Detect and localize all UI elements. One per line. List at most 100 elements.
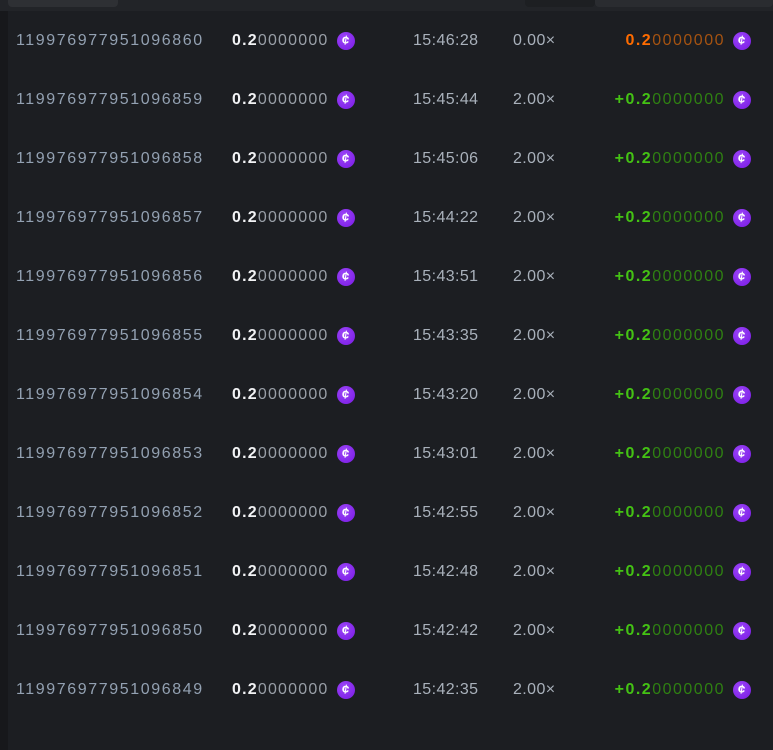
purple-cent-coin-icon: ¢ <box>733 680 751 699</box>
bet-row[interactable]: 119976977951096859 0.2 0000000 ¢ 15:45:44… <box>8 70 773 129</box>
bet-multiplier: 0.00× <box>513 31 556 49</box>
bet-payout: +0.2 0000000 ¢ <box>597 562 751 581</box>
bet-payout: +0.2 0000000 ¢ <box>597 385 751 404</box>
bet-amount-trailing-zeros: 0000000 <box>257 208 329 226</box>
cent-glyph: ¢ <box>340 445 351 461</box>
bet-id: 119976977951096852 <box>16 503 204 521</box>
bet-payout: +0.2 0000000 ¢ <box>597 208 751 227</box>
bet-payout-significant: +0.2 <box>614 149 653 167</box>
cent-glyph: ¢ <box>737 681 747 697</box>
bet-amount-trailing-zeros: 0000000 <box>257 562 329 580</box>
bet-payout: +0.2 0000000 ¢ <box>597 326 751 345</box>
cent-glyph: ¢ <box>737 150 747 166</box>
bet-multiplier: 2.00× <box>513 385 556 403</box>
bet-payout-significant: +0.2 <box>614 444 653 462</box>
purple-cent-coin-icon: ¢ <box>733 444 751 463</box>
purple-cent-coin-icon: ¢ <box>336 31 355 50</box>
bet-payout-significant: +0.2 <box>614 90 653 108</box>
purple-cent-coin-icon: ¢ <box>336 444 355 463</box>
bet-row[interactable]: 119976977951096860 0.2 0000000 ¢ 15:46:28… <box>8 11 773 70</box>
bet-id: 119976977951096849 <box>16 680 204 698</box>
cent-glyph: ¢ <box>340 386 351 402</box>
cent-glyph: ¢ <box>737 268 747 284</box>
bet-multiplier: 2.00× <box>513 503 556 521</box>
bet-row[interactable]: 119976977951096856 0.2 0000000 ¢ 15:43:51… <box>8 247 773 306</box>
cent-glyph: ¢ <box>340 91 351 107</box>
bet-payout: +0.2 0000000 ¢ <box>597 680 751 699</box>
cropped-header-bar <box>0 0 773 11</box>
bet-payout-trailing-zeros: 0000000 <box>652 562 725 580</box>
bet-payout-trailing-zeros: 0000000 <box>652 208 725 226</box>
purple-cent-coin-icon: ¢ <box>336 90 355 109</box>
purple-cent-coin-icon: ¢ <box>336 149 355 168</box>
bet-row[interactable]: 119976977951096855 0.2 0000000 ¢ 15:43:35… <box>8 306 773 365</box>
cent-glyph: ¢ <box>737 91 747 107</box>
cent-glyph: ¢ <box>340 563 351 579</box>
bet-payout: +0.2 0000000 ¢ <box>597 444 751 463</box>
bet-amount-significant: 0.2 <box>232 385 258 403</box>
bet-payout-trailing-zeros: 0000000 <box>652 326 725 344</box>
bet-amount-significant: 0.2 <box>232 267 258 285</box>
bet-amount-trailing-zeros: 0000000 <box>257 267 329 285</box>
bet-row[interactable]: 119976977951096850 0.2 0000000 ¢ 15:42:42… <box>8 601 773 660</box>
bet-amount: 0.2 0000000 ¢ <box>216 680 397 699</box>
cent-glyph: ¢ <box>340 268 351 284</box>
purple-cent-coin-icon: ¢ <box>336 680 355 699</box>
bet-id: 119976977951096851 <box>16 562 204 580</box>
cent-glyph: ¢ <box>340 327 351 343</box>
purple-cent-coin-icon: ¢ <box>733 90 751 109</box>
purple-cent-coin-icon: ¢ <box>336 326 355 345</box>
cent-glyph: ¢ <box>340 209 351 225</box>
bet-payout: +0.2 0000000 ¢ <box>597 503 751 522</box>
cent-glyph: ¢ <box>737 445 747 461</box>
bet-amount-significant: 0.2 <box>232 503 258 521</box>
bet-amount-trailing-zeros: 0000000 <box>257 31 329 49</box>
bet-id: 119976977951096860 <box>16 31 204 49</box>
bet-id: 119976977951096850 <box>16 621 204 639</box>
bet-payout-trailing-zeros: 0000000 <box>652 31 725 49</box>
cent-glyph: ¢ <box>340 32 351 48</box>
bet-amount-trailing-zeros: 0000000 <box>257 149 329 167</box>
bet-amount: 0.2 0000000 ¢ <box>216 208 397 227</box>
purple-cent-coin-icon: ¢ <box>733 503 751 522</box>
bet-id: 119976977951096855 <box>16 326 204 344</box>
bet-payout-trailing-zeros: 0000000 <box>652 149 725 167</box>
bet-row[interactable]: 119976977951096854 0.2 0000000 ¢ 15:43:20… <box>8 365 773 424</box>
bet-row[interactable]: 119976977951096858 0.2 0000000 ¢ 15:45:06… <box>8 129 773 188</box>
bet-amount-significant: 0.2 <box>232 149 258 167</box>
bet-amount: 0.2 0000000 ¢ <box>216 385 397 404</box>
purple-cent-coin-icon: ¢ <box>733 385 751 404</box>
bet-time: 15:43:20 <box>413 385 479 403</box>
bet-time: 15:44:22 <box>413 208 479 226</box>
purple-cent-coin-icon: ¢ <box>733 31 751 50</box>
bet-time: 15:43:35 <box>413 326 479 344</box>
bet-amount-trailing-zeros: 0000000 <box>257 621 329 639</box>
bet-row[interactable]: 119976977951096852 0.2 0000000 ¢ 15:42:55… <box>8 483 773 542</box>
bet-payout: +0.2 0000000 ¢ <box>597 621 751 640</box>
bet-amount: 0.2 0000000 ¢ <box>216 326 397 345</box>
bet-payout-significant: +0.2 <box>614 562 653 580</box>
bet-time: 15:43:01 <box>413 444 479 462</box>
bet-amount: 0.2 0000000 ¢ <box>216 621 397 640</box>
bet-row[interactable]: 119976977951096851 0.2 0000000 ¢ 15:42:48… <box>8 542 773 601</box>
cent-glyph: ¢ <box>737 563 747 579</box>
bet-row[interactable]: 119976977951096857 0.2 0000000 ¢ 15:44:22… <box>8 188 773 247</box>
bet-amount-significant: 0.2 <box>232 621 258 639</box>
bet-row[interactable]: 119976977951096853 0.2 0000000 ¢ 15:43:01… <box>8 424 773 483</box>
purple-cent-coin-icon: ¢ <box>336 503 355 522</box>
bet-multiplier: 2.00× <box>513 149 556 167</box>
bet-payout-trailing-zeros: 0000000 <box>652 267 725 285</box>
bet-row[interactable]: 119976977951096849 0.2 0000000 ¢ 15:42:35… <box>8 660 773 719</box>
bet-amount-trailing-zeros: 0000000 <box>257 90 329 108</box>
bet-multiplier: 2.00× <box>513 562 556 580</box>
bet-payout-trailing-zeros: 0000000 <box>652 680 725 698</box>
bet-amount: 0.2 0000000 ¢ <box>216 149 397 168</box>
bet-id: 119976977951096853 <box>16 444 204 462</box>
bet-payout: +0.2 0000000 ¢ <box>597 90 751 109</box>
bet-time: 15:42:42 <box>413 621 479 639</box>
bet-amount-trailing-zeros: 0000000 <box>257 503 329 521</box>
bet-time: 15:42:55 <box>413 503 479 521</box>
bet-amount-significant: 0.2 <box>232 208 258 226</box>
bet-time: 15:43:51 <box>413 267 479 285</box>
bet-amount: 0.2 0000000 ¢ <box>216 90 397 109</box>
